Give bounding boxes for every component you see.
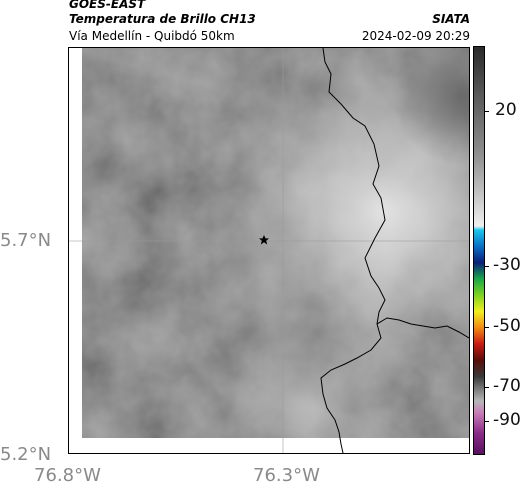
satellite-source: GOES-EAST xyxy=(69,0,146,11)
satellite-map xyxy=(68,47,470,454)
colorbar-label: -30 xyxy=(493,255,521,275)
colorbar-tick xyxy=(485,387,489,388)
lat-tick-5.7: 5.7°N xyxy=(0,230,52,251)
department-border-east xyxy=(376,317,469,339)
colorbar-label: -70 xyxy=(493,376,521,396)
lon-tick-76.8: 76.8°W xyxy=(34,465,101,486)
brightness-temperature-imagery xyxy=(82,48,469,438)
temperature-colorbar xyxy=(473,46,485,455)
colorbar-label: 20 xyxy=(495,100,517,120)
colorbar-tick xyxy=(485,111,489,112)
colorbar-tick xyxy=(485,266,489,267)
region-subtitle: Vía Medellín - Quibdó 50km xyxy=(69,29,235,43)
colorbar-label: -90 xyxy=(493,410,521,430)
department-border xyxy=(320,48,386,453)
colorbar-tick xyxy=(485,421,489,422)
org-label: SIATA xyxy=(432,12,470,26)
product-title: Temperatura de Brillo CH13 xyxy=(69,12,256,26)
lon-tick-76.3: 76.3°W xyxy=(253,465,320,486)
datetime-label: 2024-02-09 20:29 xyxy=(361,29,470,43)
colorbar-label: -50 xyxy=(493,316,521,336)
lat-tick-5.2: 5.2°N xyxy=(0,444,52,465)
colorbar-tick xyxy=(485,327,489,328)
star-marker-icon xyxy=(259,235,269,245)
